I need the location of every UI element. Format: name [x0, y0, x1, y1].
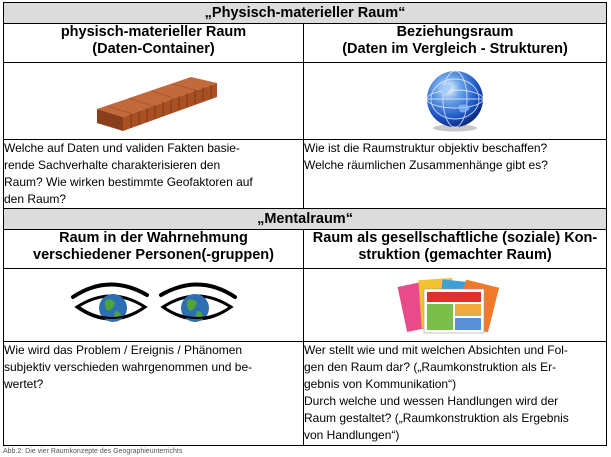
heading-line: verschiedener Personen(-gruppen): [33, 247, 274, 263]
question-line: gebnis von Kommunikation“): [304, 377, 457, 391]
figure-caption: Abb.2: Die vier Raumkonzepte des Geograp…: [3, 448, 183, 455]
heading-wahrnehmung: Raum in der Wahrnehmung verschiedener Pe…: [3, 229, 304, 269]
heading-konstruktion: Raum als gesellschaftliche (soziale) Kon…: [302, 229, 608, 269]
magazines-icon: [397, 277, 500, 334]
heading-line: struktion (gemachter Raum): [358, 247, 552, 263]
question-line: den Raum?: [4, 192, 67, 206]
question-line: wertet?: [4, 377, 44, 391]
illustration-cell: [3, 268, 304, 342]
question-line: Raum? Wie wirken bestimmte Geofaktoren a…: [4, 175, 253, 189]
question-line: von Handlungen“): [304, 428, 400, 442]
question-line: Wie ist die Raumstruktur objektiv bescha…: [304, 141, 548, 155]
question-line: Wer stellt wie und mit welchen Absichten…: [304, 343, 568, 357]
heading-line: (Daten-Container): [92, 41, 215, 57]
container-icon: [97, 77, 217, 131]
globe-icon: [426, 70, 484, 132]
heading-line: Raum als gesellschaftliche (soziale) Kon…: [312, 230, 598, 246]
question-line: subjektiv verschieden wahrgenommen und b…: [4, 360, 253, 374]
questions-physisch-materiell: Welche auf Daten und validen Fakten basi…: [3, 139, 304, 209]
question-line: Raum gestaltet? („Raumkonstruktion als E…: [304, 411, 569, 425]
heading-line: physisch-materieller Raum: [60, 24, 247, 40]
questions-konstruktion: Wer stellt wie und mit welchen Absichten…: [302, 341, 608, 446]
question-line: Welche auf Daten und validen Fakten basi…: [4, 141, 240, 155]
heading-physisch-materiell: physisch-materieller Raum (Daten-Contain…: [3, 23, 304, 63]
illustration-cell: [3, 62, 304, 140]
questions-beziehungsraum: Wie ist die Raumstruktur objektiv bescha…: [302, 139, 608, 209]
heading-beziehungsraum: Beziehungsraum (Daten im Vergleich - Str…: [302, 23, 608, 63]
heading-line: Raum in der Wahrnehmung: [59, 230, 248, 246]
question-line: Welche räumlichen Zusammenhänge gibt es?: [304, 158, 548, 172]
illustration-cell: [302, 268, 608, 342]
question-line: Durch welche und wessen Handlungen wird …: [304, 394, 559, 408]
question-line: gen den Raum dar? („Raumkonstruktion als…: [304, 360, 557, 374]
eyes-globe-icon: [71, 282, 237, 322]
section-title-physisch: „Physisch-materieller Raum“: [2, 2, 608, 24]
heading-line: Beziehungsraum: [396, 24, 514, 40]
question-line: rende Sachverhalte charakterisieren den: [4, 158, 221, 172]
question-line: Wie wird das Problem / Ereignis / Phänom…: [4, 343, 243, 357]
heading-line: (Daten im Vergleich - Strukturen): [342, 41, 568, 57]
illustration-cell: [302, 62, 608, 140]
questions-wahrnehmung: Wie wird das Problem / Ereignis / Phänom…: [3, 341, 304, 446]
section-title-mental: „Mentalraum“: [2, 208, 608, 230]
raumkonzepte-table: „Physisch-materieller Raum“ physisch-mat…: [2, 2, 608, 446]
